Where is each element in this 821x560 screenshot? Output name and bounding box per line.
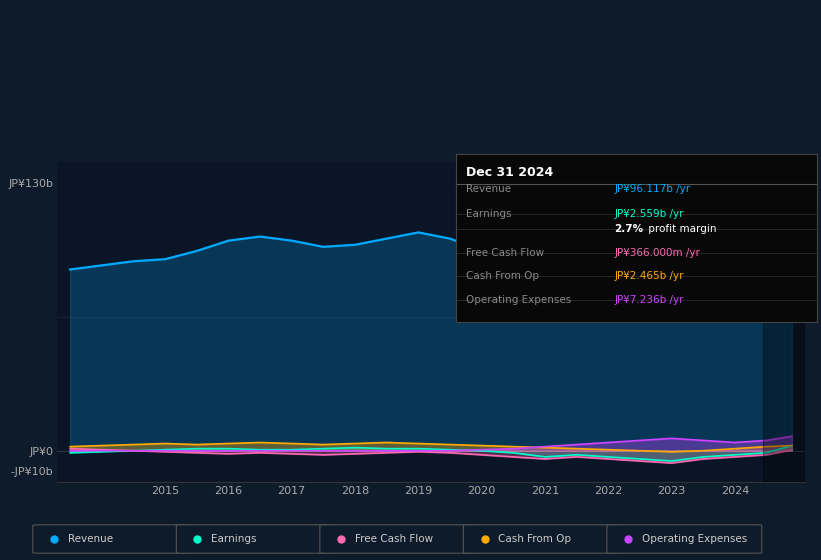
FancyBboxPatch shape bbox=[463, 525, 618, 553]
Text: 2.7%: 2.7% bbox=[615, 224, 644, 234]
Text: Revenue: Revenue bbox=[67, 534, 112, 544]
Text: Earnings: Earnings bbox=[211, 534, 257, 544]
Text: JP¥96.117b /yr: JP¥96.117b /yr bbox=[615, 184, 690, 194]
Text: Earnings: Earnings bbox=[466, 209, 512, 218]
Text: Free Cash Flow: Free Cash Flow bbox=[466, 248, 544, 258]
FancyBboxPatch shape bbox=[320, 525, 475, 553]
Text: Cash From Op: Cash From Op bbox=[466, 271, 539, 281]
Text: Revenue: Revenue bbox=[466, 184, 511, 194]
Text: Operating Expenses: Operating Expenses bbox=[642, 534, 747, 544]
FancyBboxPatch shape bbox=[607, 525, 762, 553]
Text: Free Cash Flow: Free Cash Flow bbox=[355, 534, 433, 544]
Text: Dec 31 2024: Dec 31 2024 bbox=[466, 166, 553, 179]
Text: Operating Expenses: Operating Expenses bbox=[466, 295, 571, 305]
Text: Cash From Op: Cash From Op bbox=[498, 534, 571, 544]
Bar bbox=[764, 162, 805, 482]
FancyBboxPatch shape bbox=[33, 525, 188, 553]
Text: JP¥7.236b /yr: JP¥7.236b /yr bbox=[615, 295, 684, 305]
Text: JP¥2.559b /yr: JP¥2.559b /yr bbox=[615, 209, 684, 218]
Text: JP¥2.465b /yr: JP¥2.465b /yr bbox=[615, 271, 684, 281]
Text: profit margin: profit margin bbox=[645, 224, 717, 234]
FancyBboxPatch shape bbox=[177, 525, 331, 553]
Text: JP¥366.000m /yr: JP¥366.000m /yr bbox=[615, 248, 700, 258]
